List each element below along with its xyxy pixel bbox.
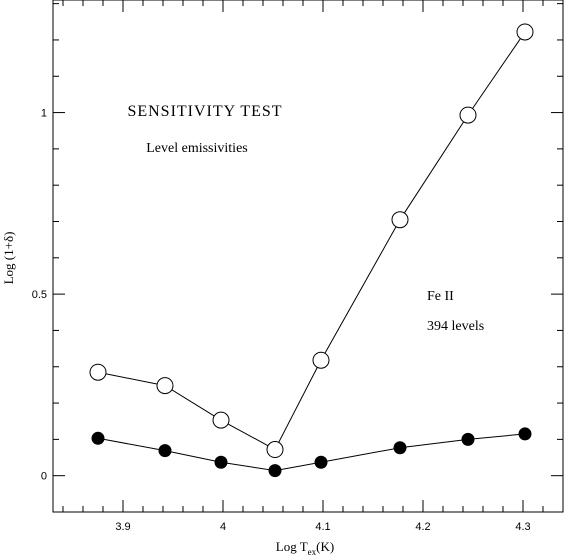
series-2-line <box>97 433 526 472</box>
open-circle-point <box>459 106 477 124</box>
x-axis-label-main: Log T <box>276 539 308 554</box>
x-tick-label: 4.2 <box>415 521 430 533</box>
filled-circle-point <box>393 441 407 455</box>
chart-subtitle: Level emissivities <box>146 141 247 156</box>
chart-title: SENSITIVITY TEST <box>127 103 282 120</box>
x-tick-label: 4.3 <box>515 521 530 533</box>
open-circle-point <box>266 441 284 459</box>
x-tick-label: 4 <box>220 521 226 533</box>
annotation-levels: 394 levels <box>427 319 484 334</box>
filled-circle-point <box>214 455 228 469</box>
series-1-line <box>97 31 526 451</box>
y-axis-label: Log (1+δ) <box>1 232 16 285</box>
open-circle-point <box>89 363 107 381</box>
filled-circle-point <box>461 432 475 446</box>
filled-circle-point <box>158 444 172 458</box>
y-tick-label: 0.5 <box>32 289 47 301</box>
x-axis-label: Log Tex(K) <box>276 539 334 556</box>
y-tick-label: 1 <box>41 108 47 120</box>
open-circle-point <box>516 23 534 41</box>
open-circle-point <box>212 411 230 429</box>
open-circle-point <box>391 211 409 229</box>
series-layer <box>89 23 534 478</box>
x-axis-label-suffix: (K) <box>316 539 334 554</box>
x-tick-label: 4.1 <box>315 521 330 533</box>
open-circle-point <box>156 377 174 395</box>
axis-ticks <box>53 0 564 513</box>
annotation-species: Fe II <box>427 289 454 304</box>
filled-circle-point <box>268 464 282 478</box>
filled-circle-point <box>314 455 328 469</box>
y-tick-label: 0 <box>41 471 47 483</box>
x-axis-label-subscript: ex <box>308 547 317 556</box>
filled-circle-point <box>91 431 105 445</box>
open-circle-point <box>312 351 330 369</box>
x-tick-label: 3.9 <box>115 521 130 533</box>
plot-frame <box>52 0 564 513</box>
filled-circle-point <box>518 427 532 441</box>
tick-labels: 3.9 4 4.1 4.2 4.3 0 0.5 1 <box>32 108 531 533</box>
